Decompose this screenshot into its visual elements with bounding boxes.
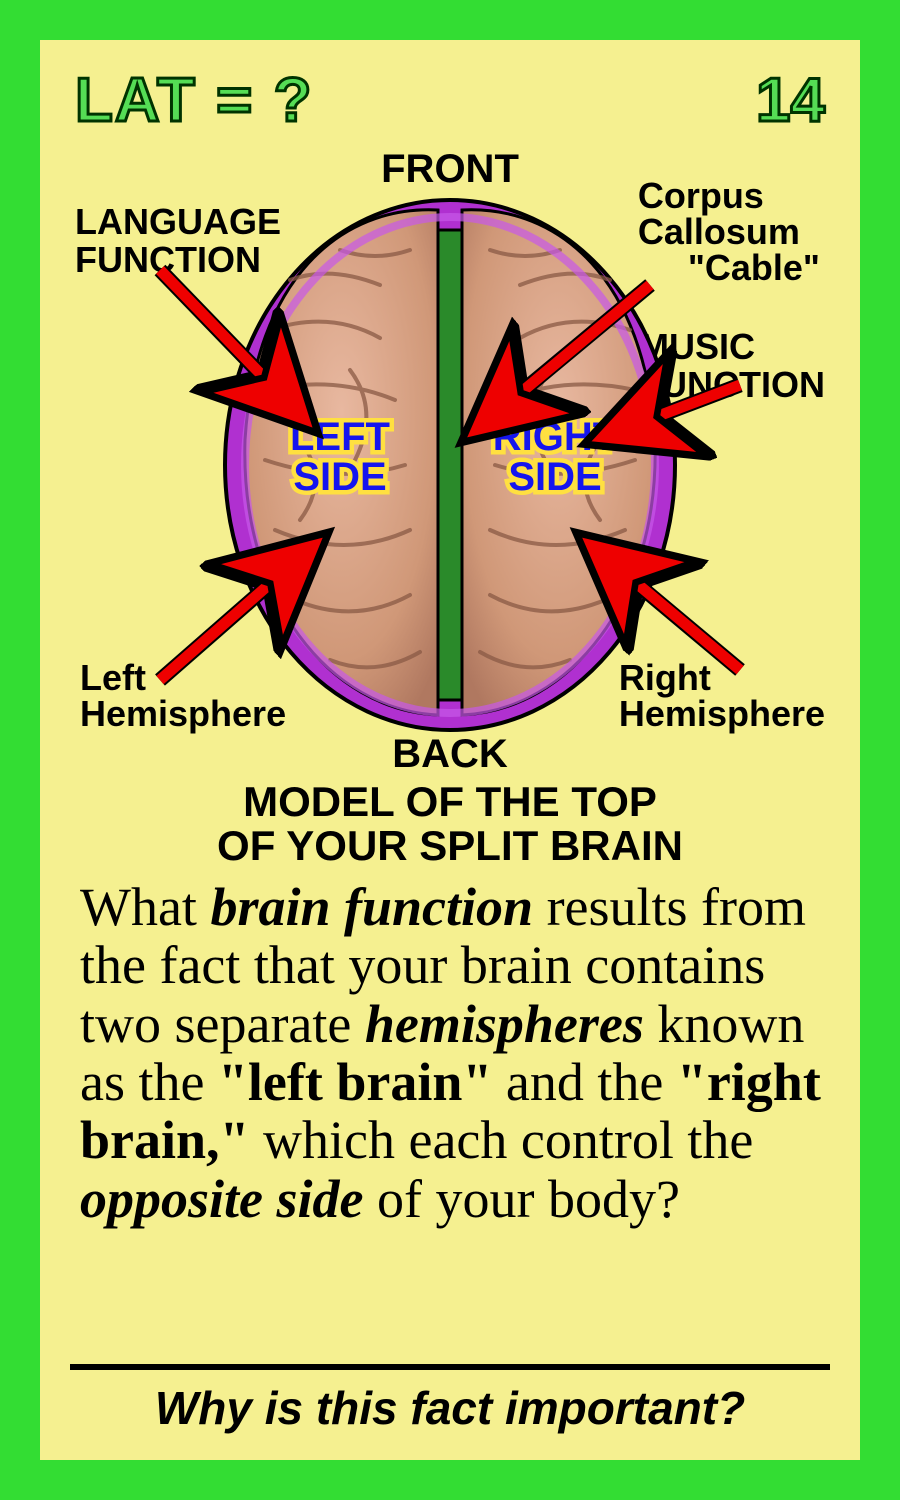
q-seg: and the <box>492 1052 676 1112</box>
question-text: What brain function results from the fac… <box>80 878 830 1228</box>
header-title: LAT = ? <box>75 65 313 136</box>
q-seg: of your body? <box>363 1169 679 1229</box>
q-seg: which each control the <box>250 1110 754 1170</box>
q-seg-em: hemispheres <box>365 994 644 1054</box>
divider-line <box>70 1364 830 1370</box>
svg-text:SIDE: SIDE <box>508 455 601 499</box>
q-seg-b: "left brain" <box>218 1052 492 1112</box>
footer-question: Why is this fact important? <box>40 1381 860 1435</box>
flashcard: LAT = ? 14 FRONT LANGUAGE FUNCTION Corpu… <box>0 0 900 1500</box>
q-seg-em: brain function <box>210 877 533 937</box>
brain-diagram: LEFT LEFT SIDE SIDE RIGHT RIGHT SIDE SID… <box>40 140 860 770</box>
card-inner: LAT = ? 14 FRONT LANGUAGE FUNCTION Corpu… <box>40 40 860 1460</box>
header-number: 14 <box>756 65 825 136</box>
svg-text:SIDE: SIDE <box>293 455 386 499</box>
model-title: MODEL OF THE TOP OF YOUR SPLIT BRAIN <box>40 780 860 868</box>
title-line: OF YOUR SPLIT BRAIN <box>217 822 683 869</box>
q-seg: What <box>80 877 210 937</box>
title-line: MODEL OF THE TOP <box>243 778 657 825</box>
q-seg-em: opposite side <box>80 1169 363 1229</box>
